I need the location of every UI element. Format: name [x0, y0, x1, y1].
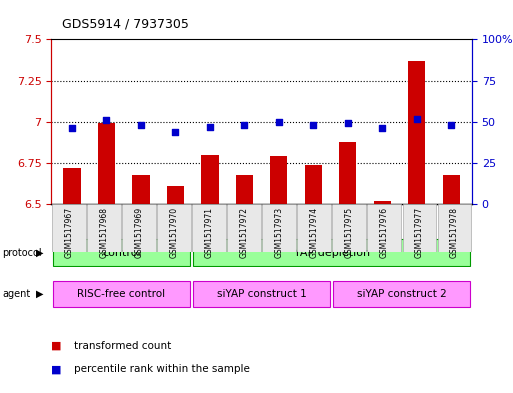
Text: agent: agent	[3, 289, 31, 299]
Text: siYAP construct 2: siYAP construct 2	[357, 289, 447, 299]
Bar	[167, 186, 184, 204]
Point	[412, 116, 421, 122]
Bar	[236, 174, 253, 204]
Text: protocol: protocol	[3, 248, 42, 257]
Text: percentile rank within the sample: percentile rank within the sample	[74, 364, 250, 375]
Point	[240, 122, 248, 128]
Text: RISC-free control: RISC-free control	[77, 289, 166, 299]
Point	[206, 124, 214, 130]
FancyBboxPatch shape	[367, 204, 401, 252]
Text: GSM1517968: GSM1517968	[100, 207, 108, 258]
Bar	[305, 165, 322, 204]
Text: GSM1517973: GSM1517973	[274, 207, 284, 258]
FancyBboxPatch shape	[157, 204, 191, 252]
Text: GSM1517974: GSM1517974	[310, 207, 319, 258]
Point	[171, 129, 180, 135]
Text: GDS5914 / 7937305: GDS5914 / 7937305	[62, 18, 188, 31]
FancyBboxPatch shape	[262, 204, 296, 252]
Bar	[132, 174, 150, 204]
Text: GSM1517970: GSM1517970	[169, 207, 179, 258]
Bar	[408, 61, 425, 204]
FancyBboxPatch shape	[438, 204, 471, 252]
FancyBboxPatch shape	[193, 281, 330, 307]
Text: GSM1517978: GSM1517978	[450, 207, 459, 258]
Bar	[443, 174, 460, 204]
FancyBboxPatch shape	[403, 204, 436, 252]
Text: GSM1517967: GSM1517967	[64, 207, 73, 258]
Bar	[201, 155, 219, 204]
Text: siYAP construct 1: siYAP construct 1	[217, 289, 306, 299]
Bar	[270, 156, 287, 204]
FancyBboxPatch shape	[53, 281, 190, 307]
Point	[103, 117, 111, 123]
Text: GSM1517972: GSM1517972	[240, 207, 249, 258]
Text: GSM1517977: GSM1517977	[415, 207, 424, 258]
Text: GSM1517969: GSM1517969	[134, 207, 144, 258]
Point	[309, 122, 318, 128]
Point	[275, 119, 283, 125]
Text: GSM1517975: GSM1517975	[345, 207, 354, 258]
Text: ■: ■	[51, 364, 62, 375]
Text: transformed count: transformed count	[74, 341, 172, 351]
FancyBboxPatch shape	[332, 204, 366, 252]
Text: GSM1517971: GSM1517971	[205, 207, 213, 258]
Bar	[373, 201, 391, 204]
Text: ■: ■	[51, 341, 62, 351]
FancyBboxPatch shape	[87, 204, 121, 252]
Point	[378, 125, 386, 132]
FancyBboxPatch shape	[192, 204, 226, 252]
Text: ▶: ▶	[36, 248, 44, 257]
Point	[344, 120, 352, 127]
Point	[68, 125, 76, 132]
FancyBboxPatch shape	[53, 239, 190, 266]
FancyBboxPatch shape	[333, 281, 470, 307]
FancyBboxPatch shape	[52, 204, 86, 252]
Text: ▶: ▶	[36, 289, 44, 299]
Bar	[339, 141, 357, 204]
FancyBboxPatch shape	[122, 204, 156, 252]
FancyBboxPatch shape	[227, 204, 261, 252]
Text: YAP depletion: YAP depletion	[293, 248, 370, 257]
Text: GSM1517976: GSM1517976	[380, 207, 389, 258]
Bar	[64, 168, 81, 204]
Point	[137, 122, 145, 128]
Bar	[98, 123, 115, 204]
Point	[447, 122, 456, 128]
Text: control: control	[102, 248, 141, 257]
FancyBboxPatch shape	[298, 204, 331, 252]
FancyBboxPatch shape	[193, 239, 470, 266]
